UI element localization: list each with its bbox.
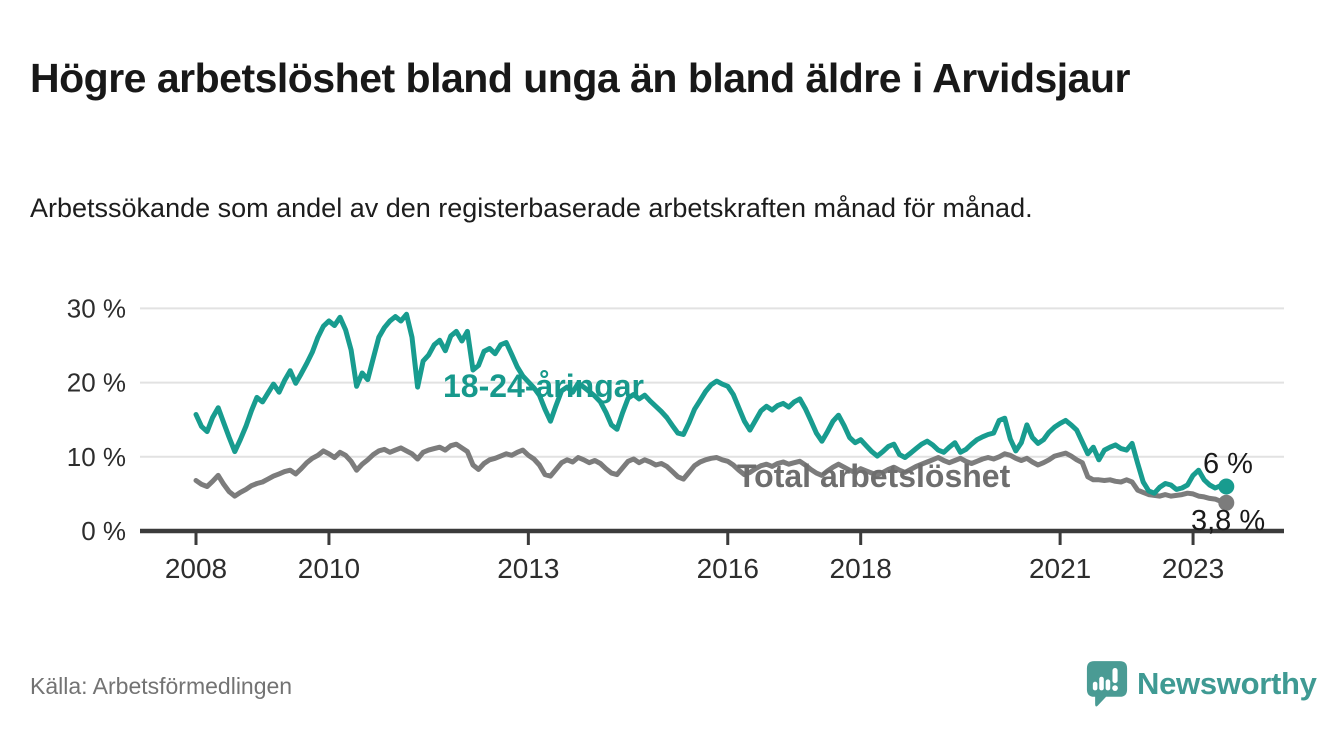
newsworthy-logo: Newsworthy xyxy=(1086,658,1317,710)
newsworthy-logo-text: Newsworthy xyxy=(1137,666,1317,701)
y-axis-label: 30 % xyxy=(67,293,126,323)
x-axis-label: 2016 xyxy=(697,553,759,584)
series-label-total: Total arbetslöshet xyxy=(737,458,1011,494)
y-axis-label: 0 % xyxy=(81,516,126,546)
x-axis-label: 2021 xyxy=(1029,553,1091,584)
source-note: Källa: Arbetsförmedlingen xyxy=(30,673,293,699)
series-end-dot-total xyxy=(1218,494,1235,511)
x-axis-label: 2008 xyxy=(165,553,227,584)
x-axis-label: 2018 xyxy=(830,553,892,584)
y-axis-label: 20 % xyxy=(67,368,126,398)
line-chart: 0 % 10 % 20 % 30 % 2008 2010 2013 2016 2018 2021 2… xyxy=(67,293,1284,584)
series-line-young xyxy=(193,311,1229,496)
x-axis-label: 2010 xyxy=(298,553,360,584)
end-value-label-total: 3,8 % xyxy=(1191,505,1265,537)
x-axis-label: 2023 xyxy=(1162,553,1224,584)
y-axis-label: 10 % xyxy=(67,442,126,472)
chart-subtitle: Arbetssökande som andel av den registerb… xyxy=(30,193,1033,223)
series-line-total xyxy=(193,441,1229,506)
end-value-label-young: 6 % xyxy=(1203,448,1253,480)
chart-area: 0 % 10 % 20 % 30 % 2008 2010 2013 2016 2018 2021 2… xyxy=(0,280,1340,620)
bar-chart-speech-bubble-icon xyxy=(1086,661,1128,707)
series-label-young: 18-24-åringar xyxy=(443,368,644,404)
page-title: Högre arbetslöshet bland unga än bland ä… xyxy=(30,55,1130,102)
series-end-dot-young xyxy=(1218,478,1235,495)
x-axis-label: 2013 xyxy=(497,553,559,584)
